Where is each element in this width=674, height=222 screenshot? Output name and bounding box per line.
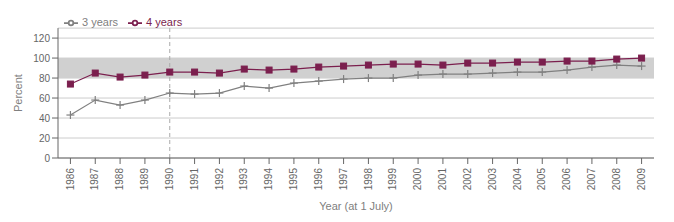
html-text:4 years: 4 years: [146, 16, 183, 28]
svg-text:2004: 2004: [512, 168, 523, 191]
svg-text:80: 80: [39, 73, 51, 84]
svg-text:1990: 1990: [164, 168, 175, 191]
svg-text:1989: 1989: [139, 168, 150, 191]
svg-text:Year (at 1 July): Year (at 1 July): [319, 200, 393, 212]
svg-text:0: 0: [44, 153, 50, 164]
svg-text:100: 100: [33, 53, 50, 64]
svg-text:2000: 2000: [412, 168, 423, 191]
svg-text:2009: 2009: [636, 168, 647, 191]
svg-text:2001: 2001: [437, 168, 448, 191]
svg-text:1999: 1999: [387, 168, 398, 191]
svg-text:20: 20: [39, 133, 51, 144]
svg-text:2003: 2003: [487, 168, 498, 191]
svg-text:1992: 1992: [214, 168, 225, 191]
svg-text:Percent: Percent: [12, 74, 24, 112]
svg-text:2007: 2007: [586, 168, 597, 191]
svg-text:1991: 1991: [189, 168, 200, 191]
svg-text:40: 40: [39, 113, 51, 124]
svg-text:1995: 1995: [288, 168, 299, 191]
svg-text:2008: 2008: [611, 168, 622, 191]
svg-text:2006: 2006: [561, 168, 572, 191]
svg-text:60: 60: [39, 93, 51, 104]
svg-text:1994: 1994: [263, 168, 274, 191]
svg-text:1987: 1987: [89, 168, 100, 191]
svg-text:2002: 2002: [462, 168, 473, 191]
html-text:3 years: 3 years: [82, 16, 119, 28]
svg-text:1986: 1986: [65, 168, 76, 191]
svg-text:1996: 1996: [313, 168, 324, 191]
svg-text:1997: 1997: [338, 168, 349, 191]
svg-text:120: 120: [33, 33, 50, 44]
svg-text:1988: 1988: [114, 168, 125, 191]
svg-text:1993: 1993: [238, 168, 249, 191]
svg-text:2005: 2005: [536, 168, 547, 191]
svg-text:1998: 1998: [363, 168, 374, 191]
